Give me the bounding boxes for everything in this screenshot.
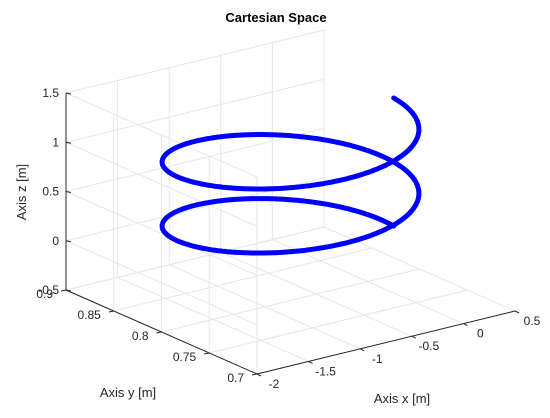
x-tick <box>256 373 262 377</box>
y-tick <box>251 373 258 376</box>
y-tick-label: 0.75 <box>173 350 197 364</box>
gridline-wall-left-z <box>65 92 258 178</box>
gridline-wall-right-z <box>65 78 325 143</box>
z-tick-label: 1 <box>52 135 59 149</box>
z-axis-label: Axis z [m] <box>14 164 29 220</box>
x-tick-label: 0 <box>477 327 484 341</box>
gridline-floor-y <box>209 289 468 354</box>
gridline-floor-y <box>113 247 372 312</box>
x-tick-label: 0.5 <box>524 314 541 328</box>
z-tick-label: 0.5 <box>42 185 59 199</box>
gridline-wall-left-z <box>65 240 258 326</box>
plot-area <box>159 95 422 256</box>
y-tick <box>108 310 114 313</box>
y-tick <box>204 352 210 355</box>
gridline-wall-right-z <box>65 226 325 291</box>
x-tick <box>514 310 520 314</box>
z-tick-label: -0.5 <box>38 283 59 297</box>
gridline-floor-y <box>161 268 420 333</box>
x-tick <box>463 323 468 327</box>
x-tick-label: -2 <box>269 377 280 391</box>
x-axis-line <box>256 310 516 375</box>
x-axis-label: Axis x [m] <box>374 391 430 406</box>
z-tick <box>65 240 72 243</box>
gridline-wall-right-z <box>65 128 325 192</box>
z-tick <box>65 289 72 292</box>
series-line-0 <box>159 95 422 256</box>
y-tick <box>60 289 67 292</box>
z-tick <box>65 191 72 193</box>
x-tick <box>359 348 365 352</box>
gridline-wall-right-z <box>65 29 325 94</box>
tick-labels: -2-1.5-1-0.500.50.70.750.80.850.9-0.500.… <box>36 86 540 391</box>
gridline-wall-left-z <box>65 191 258 276</box>
z-tick <box>65 141 72 144</box>
y-tick <box>156 331 162 334</box>
y-tick-label: 0.85 <box>77 308 101 322</box>
z-tick-label: 1.5 <box>42 86 59 100</box>
z-tick-label: 0 <box>52 234 59 248</box>
x-tick-label: -1.5 <box>315 364 336 378</box>
y-axis-label: Axis y [m] <box>100 385 156 400</box>
chart-title: Cartesian Space <box>225 10 326 25</box>
x-tick-label: -0.5 <box>418 339 439 353</box>
y-tick-label: 0.9 <box>36 287 53 301</box>
y-tick-label: 0.7 <box>227 371 244 385</box>
x-tick <box>308 360 313 364</box>
y-tick-label: 0.8 <box>132 329 149 343</box>
gridline-wall-left-z <box>65 141 258 227</box>
z-tick <box>65 92 72 95</box>
x-tick-label: -1 <box>372 352 383 366</box>
axes-box <box>60 92 520 377</box>
x-tick <box>411 335 417 339</box>
